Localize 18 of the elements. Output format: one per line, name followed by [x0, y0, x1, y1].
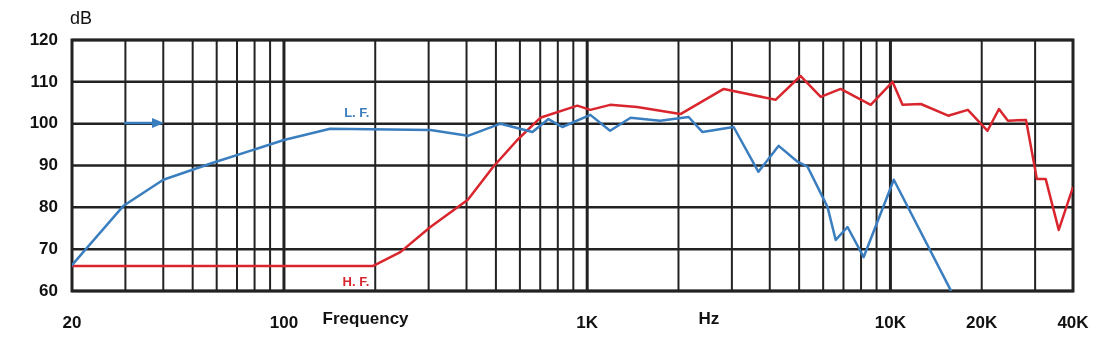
- y-tick-label: 110: [30, 71, 58, 91]
- y-tick-label: 70: [39, 238, 58, 258]
- y-tick-label: 120: [29, 29, 58, 49]
- y-tick-label: 80: [39, 197, 58, 217]
- x-tick-label: 40K: [1057, 312, 1090, 332]
- series-label: H. F.: [342, 273, 370, 289]
- x-tick-label: 20: [62, 312, 82, 332]
- y-tick-label: 60: [39, 280, 58, 300]
- y-tick-label: 90: [39, 155, 58, 175]
- y-axis-title: dB: [70, 8, 93, 28]
- x-tick-label: 20K: [966, 312, 999, 332]
- x-tick-label: 1K: [576, 312, 599, 332]
- x-tick-label: 10K: [874, 312, 907, 332]
- y-tick-label: 100: [29, 113, 58, 133]
- x-tick-label: 100: [269, 312, 299, 332]
- series-label: L. F.: [344, 104, 370, 120]
- text: Hz: [698, 309, 720, 328]
- x-axis-title: Frequency: [322, 309, 410, 328]
